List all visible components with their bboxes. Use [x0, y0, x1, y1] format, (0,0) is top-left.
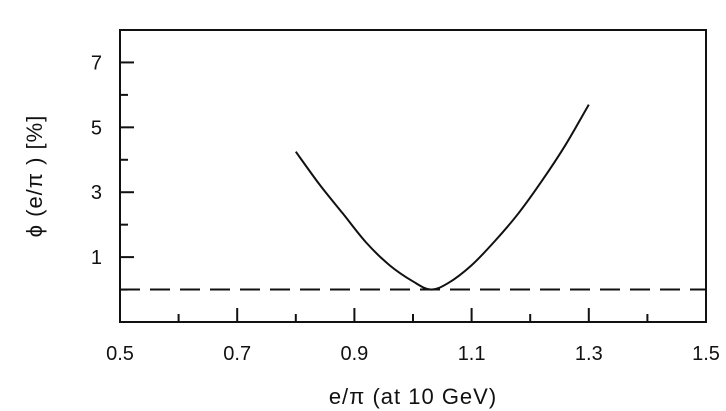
x-tick-label: 0.7: [223, 343, 251, 365]
series-layer: [120, 104, 706, 291]
efficiency-curve: [294, 104, 590, 291]
y-ticks: 1 3 5 7: [91, 29, 134, 291]
plot-frame: [119, 29, 707, 323]
x-ticks: 0.5 0.7 0.9 1.1 1.3 1.5: [106, 308, 720, 365]
y-tick-label: 7: [91, 52, 102, 74]
x-tick-label: 1.5: [692, 343, 720, 365]
x-tick-label: 1.1: [458, 343, 486, 365]
x-tick-label: 0.9: [340, 343, 368, 365]
y-tick-label: 3: [91, 182, 102, 204]
y-tick-label: 5: [91, 117, 102, 139]
y-tick-label: 1: [91, 247, 102, 269]
x-axis-label: e/π (at 10 GeV): [329, 384, 497, 409]
x-tick-label: 1.3: [575, 343, 603, 365]
x-tick-label: 0.5: [106, 343, 134, 365]
y-axis-label: ϕ (e/π ) [%]: [22, 115, 47, 238]
